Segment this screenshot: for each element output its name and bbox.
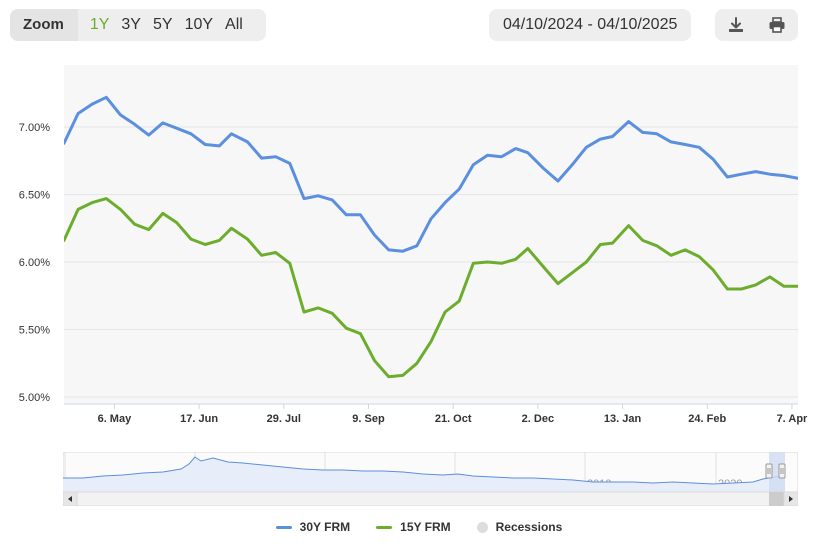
x-tick-label: 6. May: [98, 413, 133, 425]
legend-swatch-30y: [275, 525, 292, 529]
plot-background: [64, 65, 798, 404]
x-tick-label: 7. Apr: [777, 413, 808, 425]
legend-swatch-recessions: [476, 521, 488, 533]
zoom-range-selector: Zoom 1Y 3Y 5Y 10Y All: [10, 9, 266, 41]
x-tick-label: 24. Feb: [688, 413, 726, 425]
x-tick-label: 29. Jul: [267, 413, 301, 425]
date-range-display[interactable]: 04/10/2024 - 04/10/2025: [489, 9, 692, 41]
legend-swatch-15y: [376, 525, 393, 529]
y-axis-tick-labels: 5.00% 5.50% 6.00% 6.50% 7.00%: [19, 122, 50, 404]
legend-item-15y[interactable]: 15Y FRM: [376, 520, 451, 534]
navigator-selection[interactable]: [769, 452, 785, 492]
x-tick-label: 21. Oct: [435, 413, 472, 425]
download-icon[interactable]: [725, 14, 747, 36]
x-tick-label: 13. Jan: [604, 413, 642, 425]
navigator-scrollbar[interactable]: [62, 491, 799, 507]
zoom-10y-button[interactable]: 10Y: [184, 16, 214, 33]
range-navigator[interactable]: 197019801990200020102020: [62, 451, 799, 507]
y-tick-label: 7.00%: [19, 122, 50, 134]
y-tick-label: 6.00%: [19, 257, 50, 269]
y-gridlines: [64, 126, 798, 398]
x-tick-label: 2. Dec: [522, 413, 554, 425]
export-buttons: [715, 9, 798, 41]
zoom-5y-button[interactable]: 5Y: [152, 16, 173, 33]
zoom-label: Zoom: [10, 9, 78, 41]
chart-toolbar: Zoom 1Y 3Y 5Y 10Y All 04/10/2024 - 04/10…: [10, 9, 798, 41]
y-tick-label: 5.00%: [19, 392, 50, 404]
scroll-left-arrow[interactable]: [62, 491, 78, 507]
x-axis-tick-labels: 6. May 17. Jun 29. Jul 9. Sep 21. Oct 2. Dec 1…: [98, 404, 808, 425]
y-tick-label: 6.50%: [19, 190, 50, 202]
series-lines: [64, 95, 798, 379]
navigator-handle-left[interactable]: [765, 463, 773, 479]
chart-legend: 30Y FRM 15Y FRM Recessions: [0, 520, 838, 534]
navigator-series-line: [63, 456, 786, 485]
y-tick-label: 5.50%: [19, 325, 50, 337]
legend-label-15y: 15Y FRM: [400, 520, 451, 534]
series-line-30y[interactable]: [64, 95, 798, 253]
zoom-all-button[interactable]: All: [225, 16, 243, 33]
legend-label-recessions: Recessions: [495, 520, 563, 534]
navigator-handle-right[interactable]: [778, 463, 786, 479]
legend-item-recessions[interactable]: Recessions: [476, 520, 563, 534]
rate-line-chart: 5.00% 5.50% 6.00% 6.50% 7.00% 6. May 17. Jun 2…: [18, 65, 809, 425]
zoom-1y-button[interactable]: 1Y: [89, 16, 110, 33]
print-icon[interactable]: [766, 14, 788, 36]
zoom-3y-button[interactable]: 3Y: [121, 16, 141, 33]
legend-label-30y: 30Y FRM: [299, 520, 351, 534]
x-tick-label: 17. Jun: [180, 413, 218, 425]
legend-item-30y[interactable]: 30Y FRM: [275, 520, 351, 534]
scroll-right-arrow[interactable]: [783, 491, 799, 507]
series-line-15y[interactable]: [64, 197, 798, 379]
x-tick-label: 9. Sep: [352, 413, 385, 425]
